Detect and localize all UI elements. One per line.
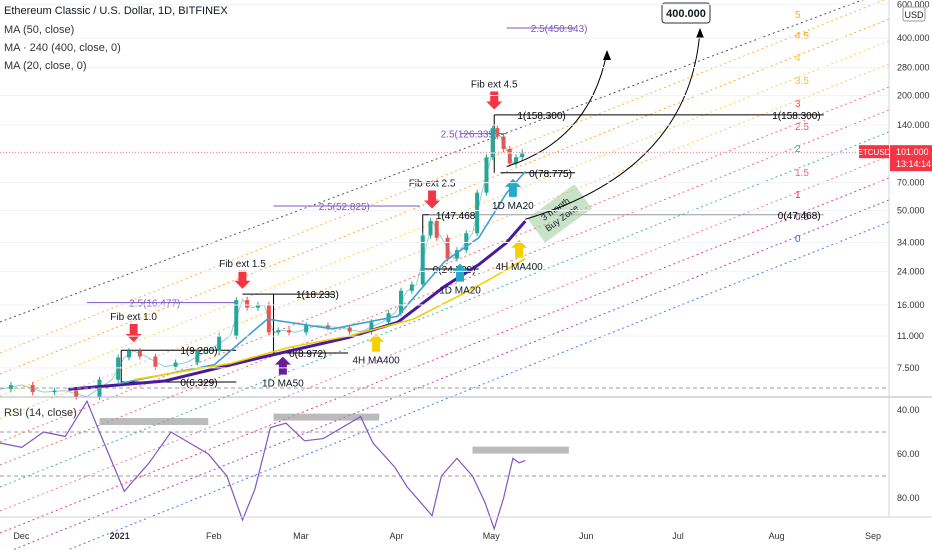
annotation-label: Fib ext 2.5 bbox=[409, 179, 456, 190]
fib-value-label: 2.5(52.825) bbox=[319, 202, 370, 213]
price-axis-tick-label: 400.000 bbox=[897, 33, 930, 43]
fib-extension-marker bbox=[234, 270, 251, 289]
ma-support-marker bbox=[274, 356, 291, 375]
chart-title: Ethereum Classic / U.S. Dollar, 1D, BITF… bbox=[4, 5, 228, 17]
currency-label: USD bbox=[904, 10, 924, 20]
fib-channel: 0 0.5 1 1.5 2 2.5 3 3.5 4 4.5 5 bbox=[0, 0, 890, 550]
annotation-label: Fib ext 1.0 bbox=[110, 312, 157, 323]
fib-level-label: 3.5 bbox=[795, 76, 809, 87]
symbol-label: ETCUSD bbox=[858, 148, 891, 157]
rsi-pane: 80.00 60.00 40.00 bbox=[0, 387, 932, 531]
moving-average-1d-ma50 bbox=[68, 220, 527, 391]
moving-average-4h-ma400 bbox=[133, 257, 526, 381]
price-axis-tick-label: 280.000 bbox=[897, 63, 930, 73]
last-price-tag bbox=[890, 145, 932, 172]
fib-extension-marker bbox=[125, 324, 142, 343]
price-axis-tick-label: 11.000 bbox=[897, 331, 924, 341]
rsi-support-zone bbox=[273, 413, 380, 421]
fib-value-label: 1(47.468) bbox=[436, 211, 479, 222]
last-price-label: 101.000 bbox=[896, 147, 929, 157]
rsi-support-zone bbox=[99, 418, 209, 425]
fib-level-label: 1 bbox=[795, 190, 801, 201]
price-axis-tick-label: 7.500 bbox=[897, 363, 920, 373]
target-callout-label: 400.000 bbox=[666, 8, 706, 20]
rsi-axis-tick-label: 60.00 bbox=[897, 449, 920, 459]
fib-value-label: 1(158.300) bbox=[517, 111, 565, 122]
annotation-label: 1D MA50 bbox=[262, 379, 304, 390]
buy-zone-box bbox=[527, 184, 593, 243]
fib-value-label: 2.5(450.943) bbox=[531, 24, 588, 35]
time-axis-tick-label: Apr bbox=[389, 531, 403, 541]
projection-path bbox=[506, 51, 608, 167]
indicator-ma20-label: MA (20, close, 0) bbox=[4, 60, 87, 72]
rsi-support-zone bbox=[472, 446, 569, 454]
price-axis-tick-label: 50.000 bbox=[897, 206, 925, 216]
price-axis-tick-label: 600.000 bbox=[897, 0, 930, 9]
fib-extension-marker bbox=[424, 190, 441, 209]
fib-value-label: 0(8.972) bbox=[289, 349, 326, 360]
price-axis-tick-label: 200.000 bbox=[897, 91, 930, 101]
fib-value-label: 2.5(16.477) bbox=[129, 299, 180, 310]
time-axis-tick-label: 2021 bbox=[110, 531, 130, 541]
ma-support-marker bbox=[511, 239, 528, 258]
annotation-label: Fib ext 4.5 bbox=[471, 79, 518, 90]
fib-level-label: 5 bbox=[795, 10, 801, 21]
fib-level-label: 4 bbox=[795, 53, 801, 64]
price-axis-tick-label: 70.000 bbox=[897, 178, 925, 188]
fib-value-label: 0(78.775) bbox=[529, 169, 572, 180]
fib-value-label: 0(47.468) bbox=[778, 211, 821, 222]
indicator-ma50-label: MA (50, close) bbox=[4, 24, 75, 36]
fib-channel-outer-line bbox=[0, 0, 864, 323]
fib-value-label: 2.5(126.339) bbox=[441, 130, 498, 141]
price-axis-tick-label: 24.000 bbox=[897, 266, 925, 276]
price-axis-tick-label: 16.000 bbox=[897, 300, 925, 310]
annotation-label: Fib ext 1.5 bbox=[219, 259, 266, 270]
time-axis-tick-label: May bbox=[483, 531, 501, 541]
time-axis-tick-label: Feb bbox=[206, 531, 222, 541]
moving-average-1d-ma20 bbox=[117, 170, 526, 385]
rsi-title: RSI (14, close) bbox=[4, 407, 77, 419]
ma-support-marker bbox=[368, 333, 385, 352]
annotation-label: 4H MA400 bbox=[352, 356, 400, 367]
fib-level-label: 0.5 bbox=[795, 212, 809, 223]
countdown-label: 13:14:14 bbox=[896, 159, 931, 169]
target-callout-box bbox=[661, 2, 711, 24]
fib-level-label: 2.5 bbox=[795, 122, 809, 133]
symbol-tag bbox=[859, 145, 889, 159]
projection-arrowhead bbox=[603, 50, 611, 60]
time-axis-tick-label: Jun bbox=[579, 531, 594, 541]
price-axis-tick-label: 34.000 bbox=[897, 237, 925, 247]
moving-averages bbox=[68, 170, 527, 391]
price-axis-tick-label: 140.000 bbox=[897, 120, 930, 130]
fib-level-label: 0 bbox=[795, 234, 801, 245]
annotation-label: 4H MA400 bbox=[495, 262, 543, 273]
currency-badge[interactable] bbox=[902, 6, 926, 22]
fib-value-label: 1(158.300) bbox=[772, 111, 820, 122]
time-axis-tick-label: Sep bbox=[865, 531, 881, 541]
ma-support-marker bbox=[504, 178, 521, 197]
rsi-axis-tick-label: 80.00 bbox=[897, 493, 920, 503]
time-axis-tick-label: Dec bbox=[13, 531, 30, 541]
annotation-label: 1D MA20 bbox=[492, 201, 534, 212]
annotation-label: 1D MA20 bbox=[439, 286, 481, 297]
projection-arrowhead bbox=[696, 28, 704, 38]
fib-value-label: 1(18.233) bbox=[296, 290, 339, 301]
time-axis-tick-label: Mar bbox=[293, 531, 309, 541]
price-close-line bbox=[0, 126, 526, 398]
projection-path bbox=[525, 29, 701, 220]
time-axis-tick-label: Jul bbox=[672, 531, 684, 541]
fib-value-label: 0(6.329) bbox=[180, 378, 217, 389]
rsi-axis-tick-label: 40.00 bbox=[897, 405, 920, 415]
ma-support-marker bbox=[452, 263, 469, 282]
fib-level-label: 4.5 bbox=[795, 31, 809, 42]
indicator-ma400-label: MA · 240 (400, close, 0) bbox=[4, 42, 121, 54]
fib-level-label: 1.5 bbox=[795, 168, 809, 179]
time-axis-tick-label: Aug bbox=[769, 531, 785, 541]
fib-level-label: 3 bbox=[795, 99, 801, 110]
fib-level-label: 2 bbox=[795, 144, 801, 155]
rsi-line bbox=[0, 399, 526, 531]
